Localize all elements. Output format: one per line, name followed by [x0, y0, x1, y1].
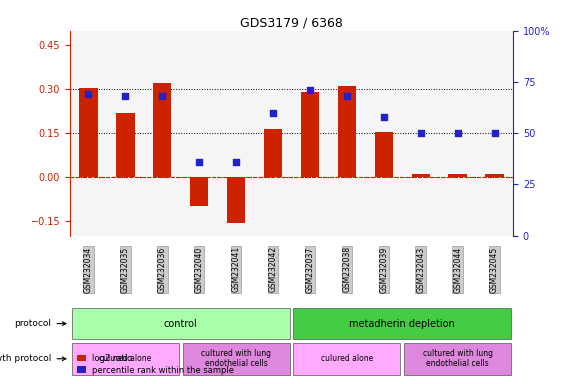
Point: [84, 91, 93, 98]
Point: [453, 130, 462, 136]
Bar: [485, 174, 504, 177]
Point: [231, 159, 241, 165]
Text: GSM232044: GSM232044: [453, 246, 462, 293]
FancyBboxPatch shape: [404, 343, 511, 374]
Point: [157, 93, 167, 99]
FancyBboxPatch shape: [293, 343, 401, 374]
Bar: [227, 177, 245, 223]
Title: GDS3179 / 6368: GDS3179 / 6368: [240, 17, 343, 30]
Text: GSM232045: GSM232045: [490, 246, 499, 293]
Point: [342, 93, 352, 99]
FancyBboxPatch shape: [72, 343, 179, 374]
Text: GSM232036: GSM232036: [158, 246, 167, 293]
Text: GSM232037: GSM232037: [305, 246, 314, 293]
Bar: [153, 83, 171, 177]
Bar: [264, 129, 282, 177]
Bar: [190, 177, 209, 207]
Legend: log2 ratio, percentile rank within the sample: log2 ratio, percentile rank within the s…: [74, 351, 238, 378]
Text: protocol: protocol: [15, 319, 66, 328]
Text: cultured with lung
endothelial cells: cultured with lung endothelial cells: [201, 349, 271, 368]
Bar: [79, 88, 97, 177]
Text: culured alone: culured alone: [321, 354, 373, 363]
Text: GSM232034: GSM232034: [84, 246, 93, 293]
Text: culured alone: culured alone: [99, 354, 152, 363]
Bar: [412, 174, 430, 177]
Text: cultured with lung
endothelial cells: cultured with lung endothelial cells: [423, 349, 493, 368]
Bar: [374, 132, 393, 177]
Point: [416, 130, 426, 136]
Point: [268, 110, 278, 116]
Point: [121, 93, 130, 99]
Point: [379, 114, 388, 120]
FancyBboxPatch shape: [182, 343, 290, 374]
Point: [490, 130, 499, 136]
Bar: [338, 86, 356, 177]
Text: GSM232038: GSM232038: [342, 246, 352, 292]
Point: [305, 87, 315, 93]
Text: GSM232039: GSM232039: [380, 246, 388, 293]
Text: GSM232042: GSM232042: [269, 246, 278, 292]
Text: GSM232035: GSM232035: [121, 246, 130, 293]
Text: GSM232041: GSM232041: [231, 246, 241, 292]
Text: GSM232043: GSM232043: [416, 246, 425, 293]
Bar: [301, 92, 319, 177]
Text: growth protocol: growth protocol: [0, 354, 66, 363]
Text: control: control: [164, 319, 198, 329]
Text: GSM232040: GSM232040: [195, 246, 203, 293]
Bar: [116, 113, 135, 177]
Text: metadherin depletion: metadherin depletion: [349, 319, 455, 329]
Bar: [448, 174, 467, 177]
Point: [195, 159, 204, 165]
FancyBboxPatch shape: [72, 308, 290, 339]
FancyBboxPatch shape: [293, 308, 511, 339]
